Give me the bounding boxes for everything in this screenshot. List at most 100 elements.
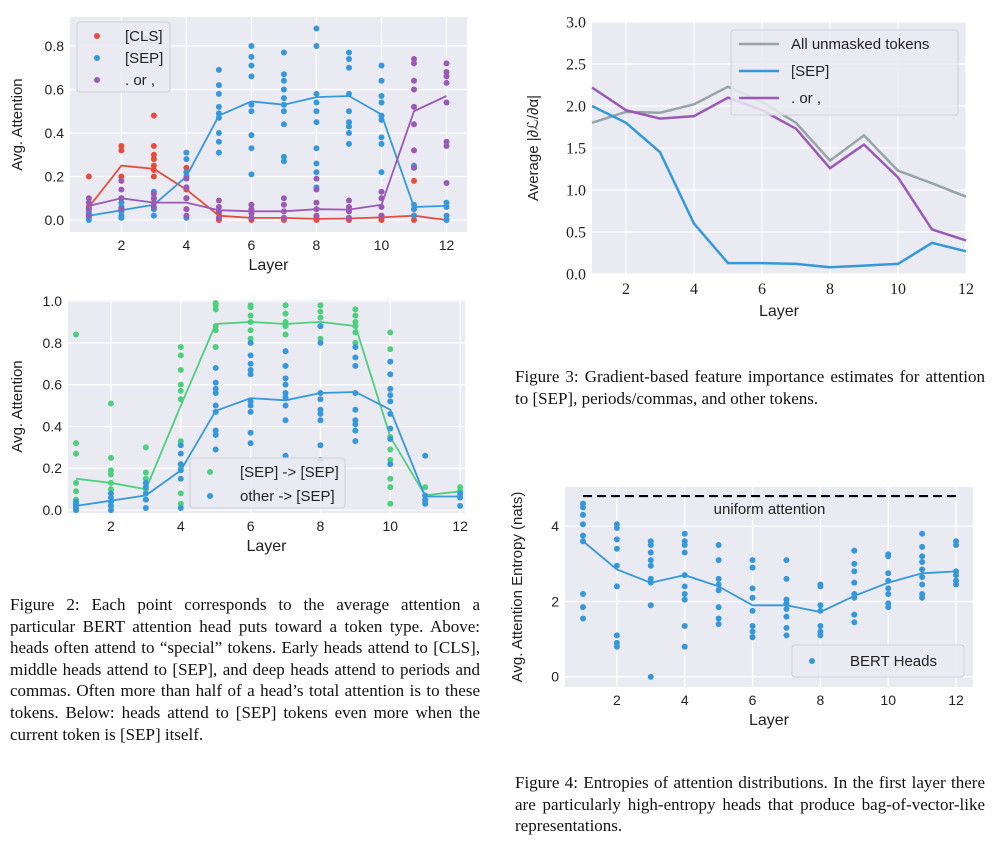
x-tick-label: 2 (107, 518, 115, 534)
data-point (352, 417, 359, 424)
data-point (247, 302, 254, 309)
data-point (142, 484, 149, 491)
data-point (313, 199, 320, 206)
data-point (73, 498, 80, 505)
data-point (247, 312, 254, 319)
data-point (378, 99, 385, 106)
data-point (783, 575, 790, 582)
data-point (345, 129, 352, 136)
data-point (681, 643, 688, 650)
data-point (215, 129, 222, 136)
data-point (851, 547, 858, 554)
data-point (387, 425, 394, 432)
data-point (280, 71, 287, 78)
mean-line (582, 540, 957, 613)
y-tick-label: 2.5 (566, 57, 586, 74)
x-tick-label: 12 (958, 281, 974, 298)
data-point (107, 400, 114, 407)
series-2 (591, 86, 967, 242)
chart-fig2-bottom: 2 4 6 8 10 12 0.0 0.2 0.4 0.6 0.8 1.0 Layer Avg. Atte… (9, 293, 468, 555)
data-point (352, 438, 359, 445)
legend-label: other -> [SEP] (240, 488, 335, 505)
data-point (387, 385, 394, 392)
data-point (885, 585, 892, 592)
data-point (411, 103, 418, 110)
y-tick-label: 0.4 (43, 418, 63, 434)
chart-fig2-top: 2 4 6 8 10 12 0.0 0.2 0.4 0.6 0.8 Layer Avg. Attenti… (9, 17, 467, 274)
data-point (280, 195, 287, 202)
data-point (378, 92, 385, 99)
y-tick-label: 0.0 (566, 267, 586, 284)
mean-line (75, 391, 461, 507)
data-point (215, 103, 222, 110)
data-point (352, 318, 359, 325)
data-point (248, 201, 255, 208)
data-point (885, 600, 892, 607)
x-tick-label: 10 (382, 518, 398, 534)
data-point (783, 557, 790, 564)
data-point (142, 496, 149, 503)
x-tick-label: 6 (247, 518, 255, 534)
data-point (579, 590, 586, 597)
data-point (118, 206, 125, 213)
legend-label: [SEP] (125, 50, 163, 67)
data-point (885, 590, 892, 597)
y-tick-label: 0.8 (45, 38, 65, 54)
data-point (783, 632, 790, 639)
data-point (352, 362, 359, 369)
data-point (73, 331, 80, 338)
data-point (749, 585, 756, 592)
data-point (352, 344, 359, 351)
x-axis-label: Layer (759, 303, 800, 320)
data-point (387, 346, 394, 353)
chart-fig3: 2 4 6 8 10 12 0.0 0.5 1.0 1.5 2.0 2.5 3.0 Layer Averag… (525, 15, 974, 320)
data-point (613, 536, 620, 543)
data-point (345, 49, 352, 56)
data-point (387, 398, 394, 405)
data-point (118, 147, 125, 154)
data-point (613, 639, 620, 646)
data-point (177, 490, 184, 497)
data-point (817, 622, 824, 629)
data-point (681, 590, 688, 597)
data-point (177, 461, 184, 468)
data-point (443, 199, 450, 206)
data-point (411, 121, 418, 128)
data-point (317, 314, 324, 321)
data-point (107, 507, 114, 514)
data-point (317, 323, 324, 330)
data-point (280, 121, 287, 128)
data-point (247, 398, 254, 405)
data-point (118, 177, 125, 184)
data-point (443, 99, 450, 106)
data-point (183, 184, 190, 191)
data-point (183, 156, 190, 163)
data-point (919, 581, 926, 588)
data-point (647, 549, 654, 556)
legend: All unmasked tokens [SEP] . or , (730, 29, 959, 116)
data-point (212, 379, 219, 386)
data-point (579, 500, 586, 507)
x-tick-label: 10 (880, 692, 896, 708)
data-point (313, 90, 320, 97)
legend: [CLS] [SEP] . or , (76, 21, 171, 93)
series-1 (73, 323, 464, 514)
data-point (212, 385, 219, 392)
data-point (345, 64, 352, 71)
data-point (247, 335, 254, 342)
data-point (313, 212, 320, 219)
x-tick-label: 4 (681, 692, 689, 708)
legend-label: . or , (125, 72, 155, 89)
data-point (142, 475, 149, 482)
y-tick-label: 0 (551, 669, 559, 685)
data-point (443, 60, 450, 67)
data-point (681, 538, 688, 545)
data-point (749, 634, 756, 641)
data-point (749, 628, 756, 635)
y-tick-label: 0.2 (45, 168, 65, 184)
data-point (378, 62, 385, 69)
data-point (142, 479, 149, 486)
data-point (851, 568, 858, 575)
data-point (387, 456, 394, 463)
data-point (422, 484, 429, 491)
